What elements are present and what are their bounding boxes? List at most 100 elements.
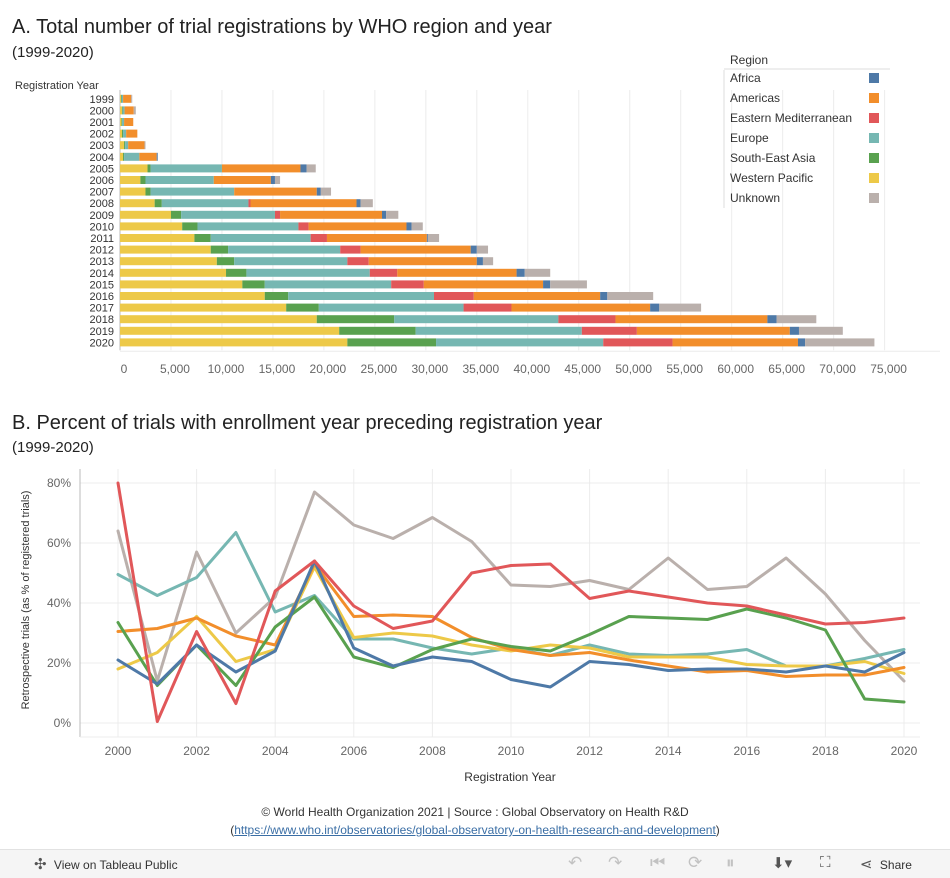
bar-unknown (144, 141, 146, 150)
bar-americas (128, 141, 145, 150)
bar-americas (615, 315, 768, 324)
bar-americas (124, 106, 134, 115)
x-tick-label: 10,000 (208, 362, 245, 376)
bar-south-east-asia (182, 222, 198, 231)
bar-africa (406, 222, 412, 231)
bar-africa (600, 292, 608, 300)
bar-eastern-mediterranean (391, 280, 424, 289)
refresh-icon[interactable]: ⟳ (688, 853, 703, 872)
bar-unknown (131, 94, 133, 103)
bar-africa (767, 315, 777, 324)
x-tick-label: 0 (121, 362, 128, 376)
bar-south-east-asia (286, 303, 319, 312)
bar-americas (308, 222, 407, 231)
footer-link[interactable]: https://www.who.int/observatories/global… (234, 823, 716, 837)
bar-americas (368, 257, 477, 266)
bar-europe (436, 338, 604, 347)
bar-south-east-asia (316, 315, 395, 324)
chart-a-registrations[interactable]: Registration Year 0 5,000 10,000 15,000 20,00… (0, 0, 950, 395)
chart-b-retrospective[interactable]: 0%20%40%60%80%2000 2002 2004 2006 2008 2010 20… (0, 0, 950, 800)
bar-africa (156, 152, 158, 161)
bar-europe (150, 187, 235, 196)
y-tick-label: 2003 (90, 140, 114, 152)
bar-europe (228, 245, 341, 254)
bar-western-pacific (120, 164, 148, 173)
x-tick-label: 5,000 (160, 362, 190, 376)
bar-europe (122, 106, 125, 115)
bar-africa (516, 268, 525, 277)
x-tick-label: 2016 (733, 744, 760, 758)
x-tick-label: 50,000 (615, 362, 652, 376)
view-on-tableau-button[interactable]: ✣ View on Tableau Public (34, 855, 178, 873)
bar-south-east-asia (170, 210, 182, 219)
bar-americas (397, 268, 517, 277)
bar-unknown (274, 176, 281, 184)
bar-americas (326, 234, 427, 242)
y-tick-label: 2007 (90, 187, 114, 199)
y-tick-label: 2020 (90, 337, 114, 349)
bar-europe (264, 280, 392, 289)
legend-swatch-eastern-mediterranean (869, 113, 879, 123)
bar-western-pacific (120, 199, 155, 208)
bar-south-east-asia (347, 338, 437, 347)
share-label: Share (879, 858, 912, 872)
bar-unknown (476, 245, 489, 254)
x-tick-label: 40,000 (513, 362, 550, 376)
bar-unknown (607, 292, 654, 300)
bar-western-pacific (120, 210, 171, 219)
bar-south-east-asia (194, 234, 211, 242)
x-tick-label: 2002 (183, 744, 210, 758)
bar-unknown (306, 164, 316, 173)
bar-south-east-asia (339, 326, 416, 335)
bar-western-pacific (120, 129, 123, 138)
footer-paren-open: ( (230, 823, 235, 837)
bar-americas (213, 176, 271, 184)
y-tick-label: 2004 (90, 152, 114, 164)
bar-eastern-mediterranean (558, 315, 616, 324)
bar-south-east-asia (122, 106, 123, 115)
bar-americas (511, 303, 651, 312)
bar-western-pacific (120, 141, 125, 150)
chart-b-subtitle: (1999-2020) (12, 439, 94, 456)
bar-south-east-asia (264, 292, 289, 300)
bar-africa (797, 338, 806, 347)
y-tick-label: 2018 (90, 314, 114, 326)
bar-south-east-asia (216, 257, 235, 266)
redo-icon[interactable]: ↷ (608, 853, 623, 872)
bar-africa (650, 303, 660, 312)
bar-eastern-mediterranean (434, 292, 474, 300)
bar-africa (476, 257, 483, 266)
tableau-logo-icon: ✣ (34, 856, 47, 873)
bar-africa (543, 280, 551, 289)
bar-americas (672, 338, 798, 347)
bar-south-east-asia (210, 245, 229, 254)
bar-europe (246, 268, 370, 277)
bar-eastern-mediterranean (369, 268, 398, 277)
x-tick-label: 70,000 (819, 362, 856, 376)
bar-western-pacific (120, 280, 243, 289)
x-tick-label: 2012 (576, 744, 603, 758)
x-tick-label: 65,000 (768, 362, 805, 376)
y-tick-label: 60% (47, 536, 71, 550)
revert-icon[interactable]: ⏮ (650, 853, 666, 872)
y-tick-label: 2011 (90, 233, 114, 245)
download-icon[interactable]: ⬇▾ (772, 855, 793, 872)
bar-south-east-asia (242, 280, 265, 289)
share-button[interactable]: ⋖ Share (860, 855, 912, 873)
bar-south-east-asia (226, 268, 247, 277)
pause-icon[interactable]: ⏸ (726, 853, 735, 872)
bar-europe (318, 303, 464, 312)
bar-europe (123, 129, 127, 138)
x-tick-label: 60,000 (717, 362, 754, 376)
y-tick-label: 2001 (90, 117, 114, 129)
chart-a-title: A. Total number of trial registrations b… (12, 16, 552, 38)
fullscreen-icon[interactable]: ⛶ (820, 854, 831, 871)
bar-south-east-asia (123, 152, 125, 161)
bar-eastern-mediterranean (248, 199, 251, 208)
bar-western-pacific (120, 303, 287, 312)
undo-icon[interactable]: ↶ (568, 853, 583, 872)
bar-europe (121, 94, 124, 103)
y-tick-label: 2019 (90, 326, 114, 338)
bar-africa (316, 187, 321, 196)
bar-south-east-asia (145, 187, 151, 196)
